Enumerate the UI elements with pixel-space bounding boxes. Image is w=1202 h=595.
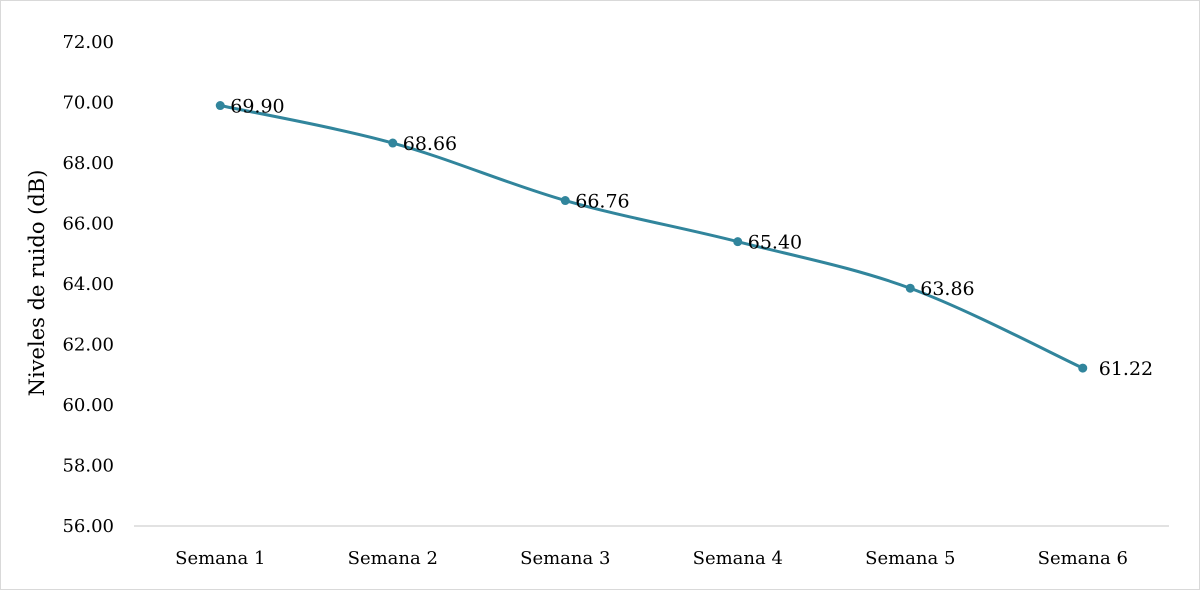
x-category-label: Semana 2 bbox=[348, 548, 438, 569]
y-tick-label: 70.00 bbox=[62, 93, 114, 114]
x-category-label: Semana 6 bbox=[1038, 548, 1128, 569]
x-category-label: Semana 3 bbox=[520, 548, 610, 569]
data-value-label: 65.40 bbox=[748, 232, 802, 254]
y-tick-label: 62.00 bbox=[62, 335, 114, 356]
y-tick-label: 56.00 bbox=[62, 516, 114, 537]
x-category-label: Semana 1 bbox=[175, 548, 265, 569]
x-category-label: Semana 5 bbox=[865, 548, 955, 569]
data-point-marker bbox=[1078, 363, 1088, 373]
data-point-marker bbox=[733, 237, 743, 247]
data-point-marker bbox=[388, 138, 398, 148]
y-tick-label: 58.00 bbox=[62, 456, 114, 477]
x-axis-categories: Semana 1 Semana 2 Semana 3 Semana 4 Semana 5… bbox=[175, 548, 1128, 569]
data-value-label: 63.86 bbox=[920, 278, 974, 300]
x-category-label: Semana 4 bbox=[693, 548, 783, 569]
data-point-marker bbox=[560, 196, 570, 206]
series-data-labels: 69.90 68.66 66.76 65.40 63.86 61.22 bbox=[230, 96, 1153, 381]
series-line bbox=[218, 104, 1085, 370]
data-value-label: 68.66 bbox=[403, 133, 457, 155]
series-markers bbox=[215, 101, 1088, 373]
data-point-marker bbox=[905, 283, 915, 293]
y-axis-ticks: 56.00 58.00 60.00 62.00 64.00 66.00 68.00 70.00… bbox=[62, 32, 114, 537]
y-tick-label: 72.00 bbox=[62, 32, 114, 53]
data-value-label: 69.90 bbox=[230, 96, 284, 118]
data-value-label: 66.76 bbox=[575, 191, 629, 213]
data-point-marker bbox=[215, 101, 225, 111]
y-tick-label: 64.00 bbox=[62, 274, 114, 295]
y-tick-label: 60.00 bbox=[62, 395, 114, 416]
y-axis-title: Niveles de ruido (dB) bbox=[25, 170, 49, 397]
y-tick-label: 68.00 bbox=[62, 153, 114, 174]
y-tick-label: 66.00 bbox=[62, 214, 114, 235]
data-value-label: 61.22 bbox=[1099, 358, 1153, 380]
